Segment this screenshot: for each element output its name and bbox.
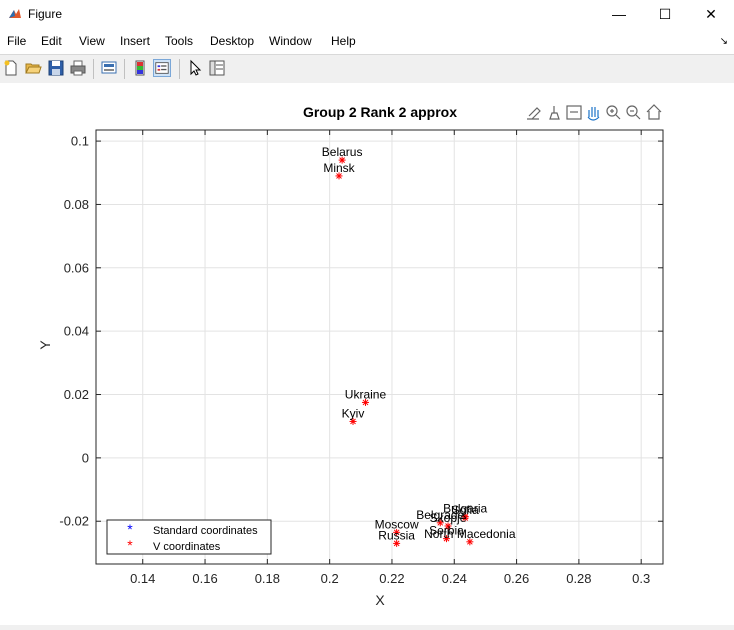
x-tick-label: 0.26 (504, 571, 529, 586)
point-label: Belgrade (416, 508, 464, 522)
figure-canvas: 0.14 0.16 0.18 0.2 0.22 0.24 0.26 0.28 0.3 -0.02… (0, 83, 734, 629)
point-label: Russia (378, 528, 415, 542)
point-label: Sofia (451, 503, 479, 517)
property-inspector-icon[interactable] (208, 59, 226, 77)
point-labels: Belarus Minsk Ukraine Kyiv MoscowRussiaBelgr… (322, 145, 516, 542)
y-tick-label: 0 (82, 450, 89, 465)
data-point (393, 539, 401, 547)
open-file-icon[interactable] (24, 59, 42, 77)
data-point (444, 522, 452, 530)
point-label: North Macedonia (424, 527, 516, 541)
axes-box (95, 129, 664, 565)
dock-icon[interactable]: ↘ (719, 36, 728, 47)
point-label: Belarus (322, 145, 363, 159)
data-point (335, 172, 343, 180)
data-points (335, 156, 474, 547)
point-label: Bulgaria (443, 501, 487, 515)
y-axis-label: Y (37, 340, 53, 350)
legend-marker-v: * (127, 537, 133, 553)
menu-desktop[interactable]: Desktop (210, 34, 255, 48)
save-icon[interactable] (47, 59, 65, 77)
status-strip (0, 625, 734, 629)
colorbar-icon[interactable] (131, 59, 149, 77)
x-tick-labels: 0.14 0.16 0.18 0.2 0.22 0.24 0.26 0.28 0.3 (130, 571, 650, 586)
home-icon[interactable] (646, 104, 662, 120)
x-axis-label: X (375, 592, 385, 608)
export-icon[interactable] (527, 107, 541, 120)
axis-ticks (96, 130, 663, 564)
data-point (338, 156, 346, 164)
point-label: Serbia (429, 524, 464, 538)
grid-lines (96, 130, 663, 564)
data-point (466, 538, 474, 546)
pan-icon[interactable] (587, 107, 600, 121)
x-tick-label: 0.28 (566, 571, 591, 586)
window-title: Figure (28, 7, 63, 21)
menu-window[interactable]: Window (269, 34, 312, 48)
brush-icon[interactable] (549, 106, 560, 120)
title-bar: Figure — ☐ ✕ (0, 0, 734, 30)
point-label: Moscow (375, 517, 419, 531)
figure-toolbar (0, 54, 734, 84)
scatter-chart: 0.14 0.16 0.18 0.2 0.22 0.24 0.26 0.28 0.3 -0.02… (37, 104, 664, 608)
x-tick-label: 0.22 (379, 571, 404, 586)
x-tick-label: 0.24 (442, 571, 467, 586)
maximize-button[interactable]: ☐ (658, 6, 672, 22)
data-point (349, 417, 357, 425)
y-tick-label: 0.06 (64, 260, 89, 275)
legend-marker-standard: * (127, 521, 133, 537)
legend-box (106, 519, 272, 555)
pointer-icon[interactable] (186, 59, 204, 77)
point-label: Ukraine (345, 387, 387, 401)
point-label: Kyiv (342, 406, 365, 420)
y-tick-label: 0.02 (64, 387, 89, 402)
legend-label-v: V coordinates (153, 541, 221, 553)
menu-help[interactable]: Help (331, 34, 356, 48)
menu-file[interactable]: File (7, 34, 27, 48)
print-icon[interactable] (69, 59, 87, 77)
print-preview-icon[interactable] (100, 59, 118, 77)
x-tick-label: 0.16 (192, 571, 217, 586)
data-point (442, 535, 450, 543)
y-tick-label: 0.08 (64, 197, 89, 212)
legend-icon[interactable] (153, 59, 171, 77)
menu-edit[interactable]: Edit (41, 34, 62, 48)
zoom-in-icon[interactable] (606, 105, 621, 120)
x-tick-label: 0.14 (130, 571, 155, 586)
menu-view[interactable]: View (79, 34, 105, 48)
x-tick-label: 0.3 (632, 571, 650, 586)
data-point (461, 512, 469, 520)
y-tick-label: 0.1 (71, 134, 89, 149)
menu-bar: File Edit View Insert Tools Desktop Wind… (0, 30, 734, 54)
y-tick-label: 0.04 (64, 324, 89, 339)
matlab-logo-icon (8, 7, 22, 21)
x-tick-label: 0.18 (255, 571, 280, 586)
menu-tools[interactable]: Tools (165, 34, 194, 48)
legend[interactable]: * Standard coordinates * V coordinates (106, 519, 272, 555)
axes-toolbar (527, 104, 662, 121)
legend-label-standard: Standard coordinates (153, 525, 258, 537)
data-point (361, 398, 369, 406)
menu-insert[interactable]: Insert (120, 34, 151, 48)
minimize-button[interactable]: — (612, 6, 626, 22)
axes-background (96, 130, 663, 564)
data-tips-icon[interactable] (566, 105, 582, 120)
new-figure-icon[interactable] (2, 59, 20, 77)
point-label: Minsk (323, 161, 355, 175)
y-tick-labels: -0.02 0 0.02 0.04 0.06 0.08 0.1 (59, 134, 89, 529)
point-label: Skopje (430, 511, 467, 525)
chart-title: Group 2 Rank 2 approx (303, 104, 457, 120)
x-tick-label: 0.2 (321, 571, 339, 586)
close-button[interactable]: ✕ (705, 6, 717, 22)
data-point (436, 519, 444, 527)
data-point (393, 528, 401, 536)
y-tick-label: -0.02 (59, 514, 89, 529)
zoom-out-icon[interactable] (626, 105, 641, 120)
